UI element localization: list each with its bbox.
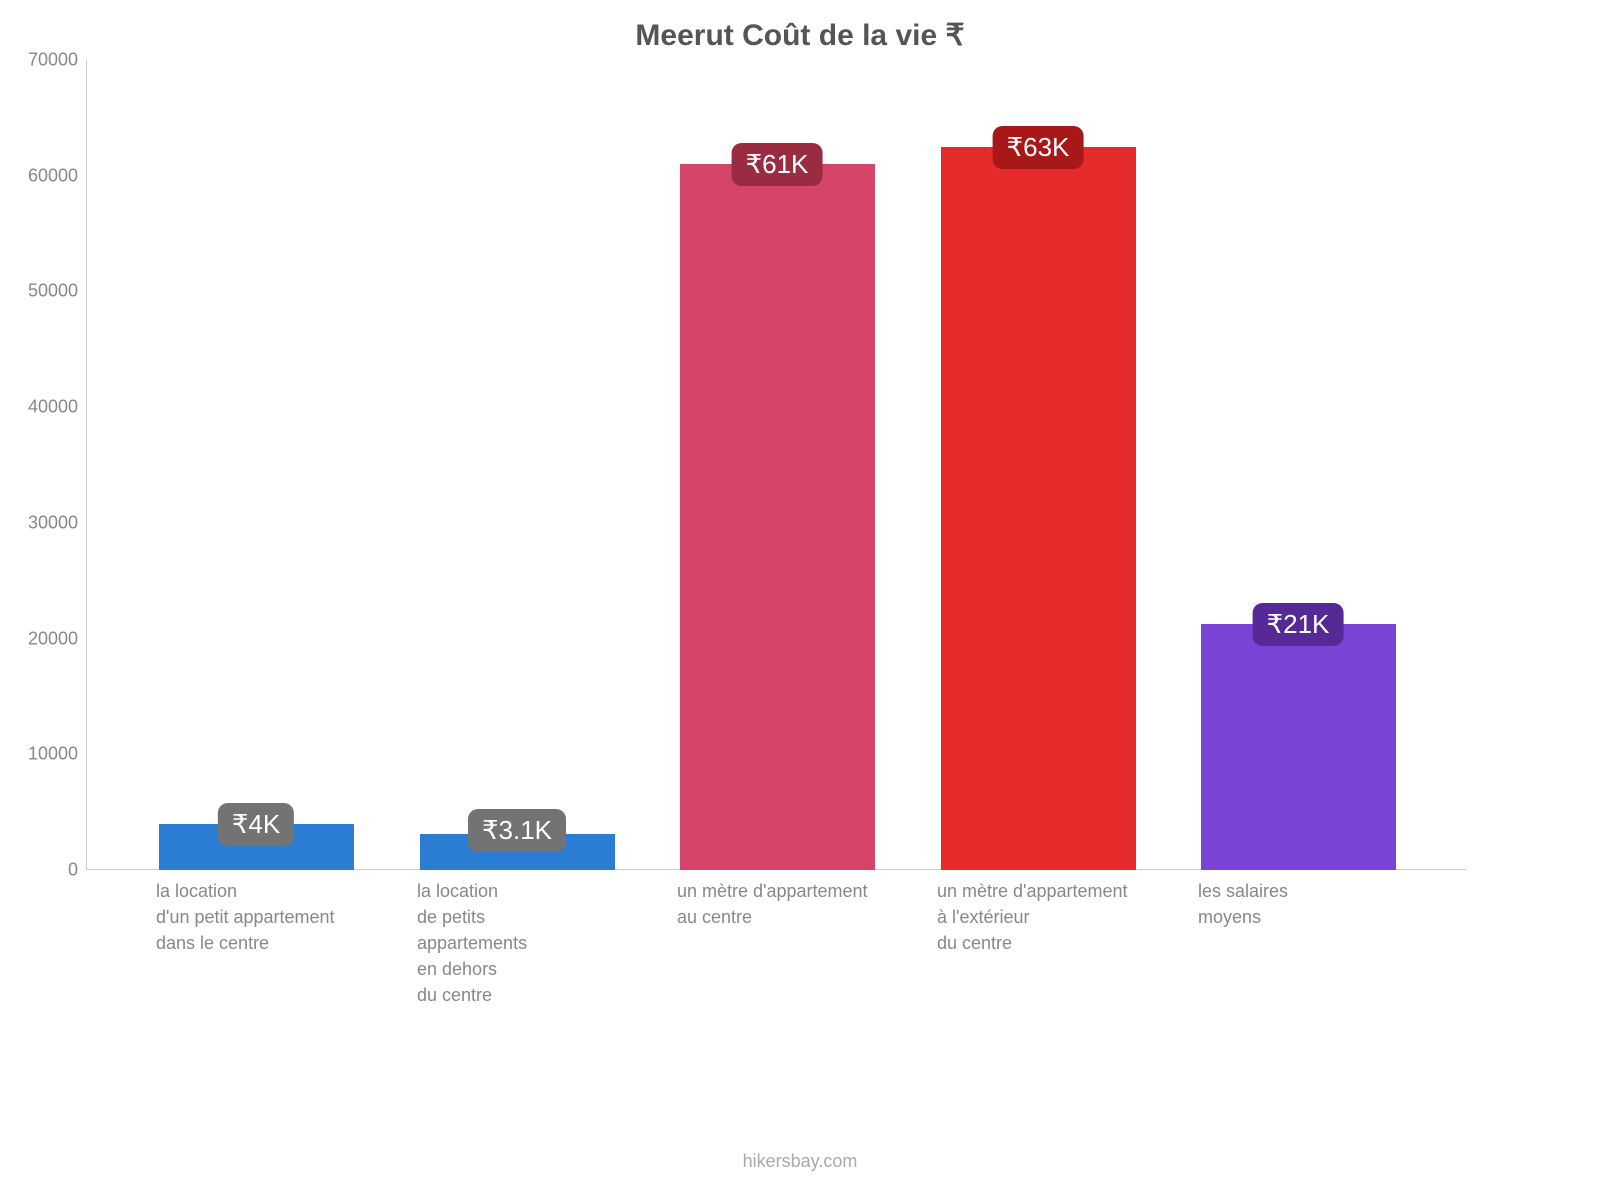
bar	[680, 164, 875, 870]
x-tick-label: la location de petits appartements en de…	[417, 878, 527, 1008]
y-tick: 60000	[28, 165, 78, 186]
y-tick: 10000	[28, 744, 78, 765]
x-tick-label: la location d'un petit appartement dans …	[156, 878, 335, 956]
bar	[941, 147, 1136, 870]
y-axis: 010000200003000040000500006000070000	[0, 60, 86, 870]
attribution: hikersbay.com	[0, 1151, 1600, 1172]
y-tick: 40000	[28, 397, 78, 418]
x-tick-label: un mètre d'appartement au centre	[677, 878, 868, 930]
y-tick: 50000	[28, 281, 78, 302]
x-tick-label: les salaires moyens	[1198, 878, 1288, 930]
chart-container: Meerut Coût de la vie ₹ 0 10000 20000 30000…	[0, 0, 1600, 1200]
y-tick: 20000	[28, 628, 78, 649]
bar-value-label: ₹61K	[732, 143, 823, 186]
bar-value-label: ₹4K	[218, 803, 294, 846]
y-tick: 0	[68, 860, 78, 881]
y-tick: 30000	[28, 512, 78, 533]
y-tick: 70000	[28, 50, 78, 71]
bar-value-label: ₹63K	[993, 126, 1084, 169]
plot-area: ₹4K ₹3.1K ₹61K ₹63K ₹21K	[86, 60, 1466, 870]
bar-value-label: ₹21K	[1253, 603, 1344, 646]
bar-value-label: ₹3.1K	[468, 809, 566, 852]
chart-title: Meerut Coût de la vie ₹	[0, 18, 1600, 53]
bar	[1201, 624, 1396, 870]
x-tick-label: un mètre d'appartement à l'extérieur du …	[937, 878, 1128, 956]
